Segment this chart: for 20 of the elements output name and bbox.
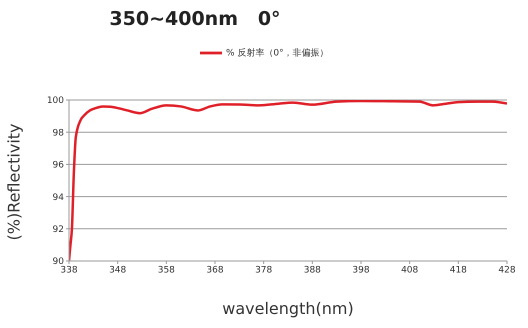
y-tick-label: 98 [52,128,64,138]
y-tick-label: 92 [52,224,64,235]
line-series [69,100,507,261]
x-tick-label: 408 [401,265,419,276]
y-tick-label: 94 [52,192,64,203]
chart-title: 350~400nm 0° [108,8,282,30]
x-axis-title: wavelength(nm) [222,299,354,318]
y-tick-label: 96 [52,160,64,171]
x-tick-label: 388 [304,265,322,276]
y-tick-label: 100 [46,96,64,106]
legend-label: % 反射率（0°，非偏振） [226,48,329,58]
x-tick-label: 368 [206,265,224,276]
x-tick-label: 398 [352,265,370,276]
x-tick-label: 428 [498,265,516,276]
x-tick-label: 348 [109,265,127,276]
x-tick-label: 358 [158,265,176,276]
x-tick-label: 378 [255,265,273,276]
y-axis-title: (%)Reflectivity [4,123,24,240]
x-tick-label: 418 [450,265,468,276]
x-tick-label: 338 [60,265,78,276]
